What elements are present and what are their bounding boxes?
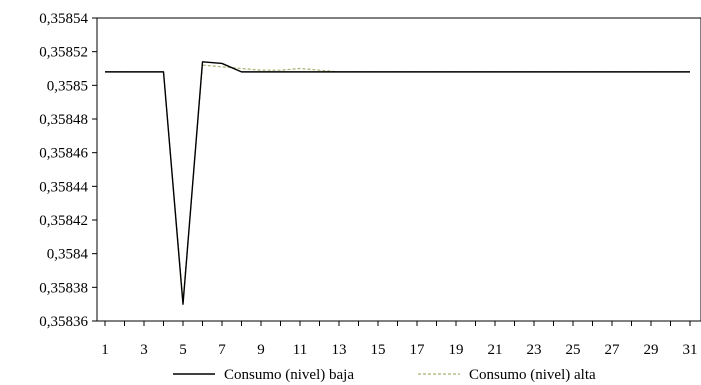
x-tick-label: 15 (371, 342, 386, 358)
y-tick-label: 0,35838 (39, 280, 88, 296)
y-tick-label: 0,35854 (39, 11, 88, 27)
legend: Consumo (nivel) baja Consumo (nivel) alt… (173, 367, 596, 383)
x-tick-label: 5 (179, 342, 187, 358)
y-tick-label: 0,35836 (39, 314, 88, 330)
series-layer (105, 61, 690, 305)
x-tick-label: 23 (527, 342, 542, 358)
legend-label-alta: Consumo (nivel) alta (469, 367, 596, 383)
x-tick-label: 29 (644, 342, 659, 358)
y-tick-label: 0,35844 (39, 179, 88, 195)
x-tick-label: 21 (488, 342, 503, 358)
x-tick-label: 19 (449, 342, 464, 358)
y-tick-label: 0,35848 (39, 112, 88, 128)
x-tick-label: 1 (101, 342, 109, 358)
x-tick-label: 11 (293, 342, 307, 358)
y-tick-label: 0,35846 (39, 146, 88, 162)
legend-label-baja: Consumo (nivel) baja (224, 367, 354, 383)
x-tick-label: 25 (566, 342, 581, 358)
x-tick-label: 31 (683, 342, 698, 358)
plot-area-frame (96, 17, 701, 322)
y-axis: 0,35836 0,35838 0,3584 0,35842 0,35844 0,3584… (39, 11, 97, 330)
x-tick-label: 9 (257, 342, 265, 358)
y-tick-label: 0,35842 (39, 213, 88, 229)
x-tick-label: 3 (140, 342, 148, 358)
y-tick-label: 0,3585 (47, 78, 88, 94)
y-tick-label: 0,3584 (47, 247, 89, 263)
x-tick-label: 13 (332, 342, 347, 358)
y-tick-label: 0,35852 (39, 45, 88, 61)
x-axis: 1 3 5 7 9 11 13 15 17 19 21 23 25 27 29 31 (101, 321, 698, 358)
x-tick-label: 27 (605, 342, 621, 358)
x-tick-label: 17 (410, 342, 426, 358)
series-line-baja (105, 61, 690, 305)
x-tick-label: 7 (218, 342, 226, 358)
